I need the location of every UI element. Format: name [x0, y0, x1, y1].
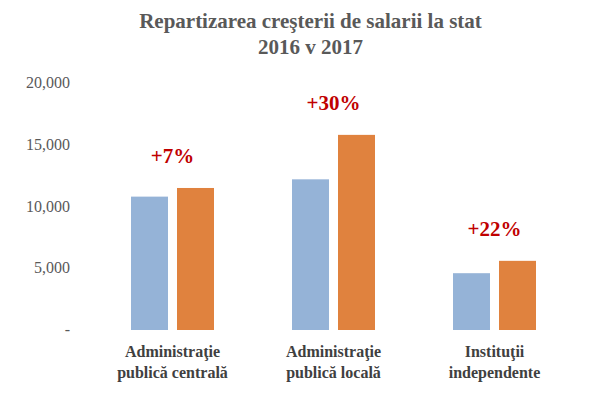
annotation: +30% [307, 91, 361, 115]
bar [131, 197, 168, 330]
y-tick-label: 5,000 [34, 259, 70, 276]
y-tick [88, 330, 92, 331]
annotation-box [148, 139, 198, 171]
bar [177, 188, 214, 330]
x-tick-label: Administraţiepublică centrală [117, 343, 228, 382]
labels: Administraţiepublică centrală +7% Administ… [117, 86, 540, 382]
y-axis: - 5,000 10,000 15,000 20,000 [26, 74, 92, 338]
x-tick-label: Instituţiiindependente [449, 343, 541, 382]
bars [131, 135, 536, 330]
y-tick [88, 83, 92, 84]
bar [453, 273, 490, 330]
bar [292, 179, 329, 330]
subtitle: 2016 v 2017 [258, 35, 363, 59]
y-tick [88, 206, 92, 207]
annotation-box [303, 86, 365, 118]
y-tick [88, 268, 92, 269]
annotation: +7% [151, 144, 194, 168]
annotation-box [464, 212, 526, 244]
y-tick-label: 10,000 [26, 198, 70, 215]
y-tick-label: - [65, 321, 70, 338]
bar [338, 135, 375, 330]
bar [499, 261, 536, 330]
y-tick-label: 15,000 [26, 136, 70, 153]
chart-container: Repartizarea creşterii de salarii la sta… [0, 0, 601, 396]
title: Repartizarea creşterii de salarii la sta… [139, 9, 482, 33]
annotation: +22% [468, 217, 522, 241]
chart-svg: Repartizarea creşterii de salarii la sta… [0, 0, 601, 396]
y-tick-label: 20,000 [26, 74, 70, 91]
y-tick [88, 144, 92, 145]
x-tick-label: Administraţiepublică locală [286, 343, 381, 382]
